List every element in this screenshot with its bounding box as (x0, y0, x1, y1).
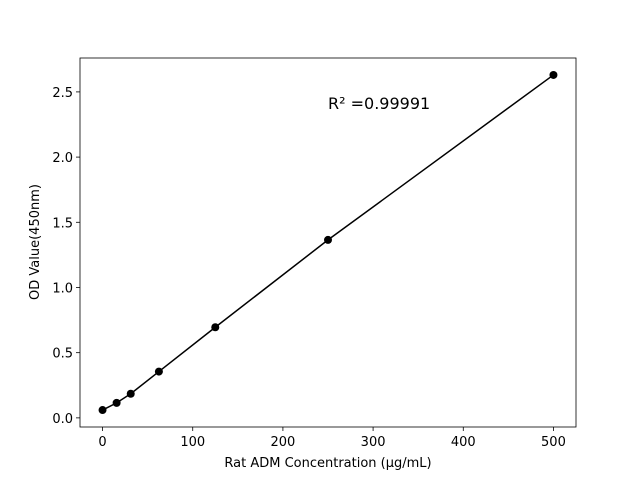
x-tick-label: 200 (270, 435, 295, 450)
y-tick-label: 1.0 (52, 281, 73, 296)
y-tick-label: 2.0 (52, 151, 73, 166)
x-tick-label: 0 (98, 435, 106, 450)
y-tick-label: 2.5 (52, 86, 73, 101)
y-tick-label: 0.5 (52, 347, 73, 362)
x-tick-label: 400 (451, 435, 476, 450)
data-point (549, 70, 558, 79)
data-point (112, 398, 121, 407)
x-tick-label: 300 (361, 435, 386, 450)
annotation: R² =0.99991 (328, 94, 430, 113)
data-point (154, 367, 163, 376)
y-axis-label: OD Value(450nm) (28, 184, 43, 300)
data-point (98, 406, 107, 415)
plot-frame (79, 57, 577, 428)
data-point (324, 235, 332, 244)
y-tick-label: 1.5 (52, 216, 73, 231)
x-tick-label: 100 (180, 435, 205, 450)
data-point (126, 389, 135, 398)
x-tick-label: 500 (541, 435, 566, 450)
x-axis-label: Rat ADM Concentration (μg/mL) (224, 456, 431, 471)
y-tick-label: 0.0 (52, 412, 73, 427)
data-point (211, 323, 220, 332)
